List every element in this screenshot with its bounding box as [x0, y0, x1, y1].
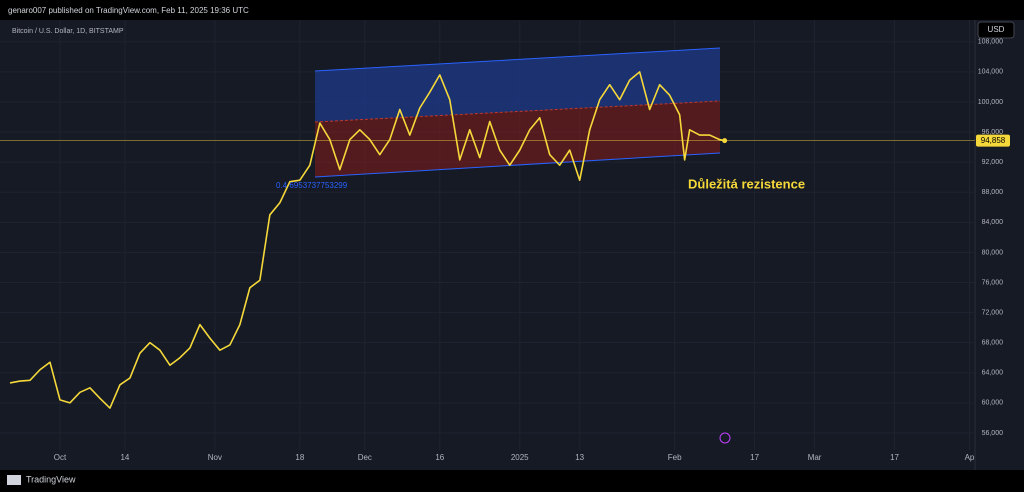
x-tick-label: Mar	[808, 453, 822, 462]
y-tick-label: 76,000	[982, 279, 1004, 286]
y-tick-label: 108,000	[978, 39, 1003, 46]
x-tick-label: Dec	[358, 453, 372, 462]
x-tick-label: Oct	[54, 453, 67, 462]
y-tick-label: 64,000	[982, 370, 1004, 377]
currency-button[interactable]	[977, 21, 1015, 39]
x-tick-label: Feb	[668, 453, 682, 462]
last-point	[722, 138, 728, 144]
annotation: Důležitá rezistence	[688, 176, 805, 191]
x-tick-label: 2025	[511, 453, 529, 462]
last-price-label: 94,858	[981, 136, 1006, 145]
icon[interactable]	[719, 432, 731, 444]
channel-line	[314, 152, 721, 178]
x-tick-label: 14	[120, 453, 129, 462]
annotation: 0.4 6953737753299	[276, 181, 348, 190]
x-tick-label: Nov	[208, 453, 222, 462]
x-tick-label: 18	[295, 453, 304, 462]
y-tick-label: 92,000	[982, 159, 1004, 166]
x-tick-label: 17	[750, 453, 759, 462]
y-tick-label: 84,000	[982, 219, 1004, 226]
y-tick-label: 96,000	[982, 129, 1004, 136]
y-tick-label: 72,000	[982, 309, 1004, 316]
y-tick-label: 100,000	[978, 99, 1003, 106]
channel-upper	[315, 48, 720, 122]
plot	[0, 71, 975, 409]
x-tick-label: 16	[435, 453, 444, 462]
y-tick-label: 60,000	[982, 400, 1004, 407]
price-line	[9, 71, 725, 409]
chart-title: Bitcoin / U.S. Dollar, 1D, BITSTAMP	[12, 28, 124, 35]
y-tick-label: 80,000	[982, 249, 1004, 256]
last-price-tag	[976, 134, 1010, 147]
y-tick-label: 104,000	[978, 69, 1003, 76]
channel-line	[314, 47, 721, 72]
y-tick-label: 88,000	[982, 189, 1004, 196]
y-tick-label: 68,000	[982, 340, 1004, 347]
published-note: genaro007 published on TradingView.com, …	[8, 6, 249, 15]
y-tick-label: 56,000	[982, 430, 1004, 437]
logo	[7, 475, 21, 485]
brand: TradingView	[26, 474, 76, 484]
channel-lower	[315, 101, 720, 177]
x-tick-label: 13	[575, 453, 584, 462]
x-tick-label: Ap	[965, 453, 975, 462]
currency[interactable]: USD	[988, 25, 1005, 34]
x-tick-label: 17	[890, 453, 899, 462]
